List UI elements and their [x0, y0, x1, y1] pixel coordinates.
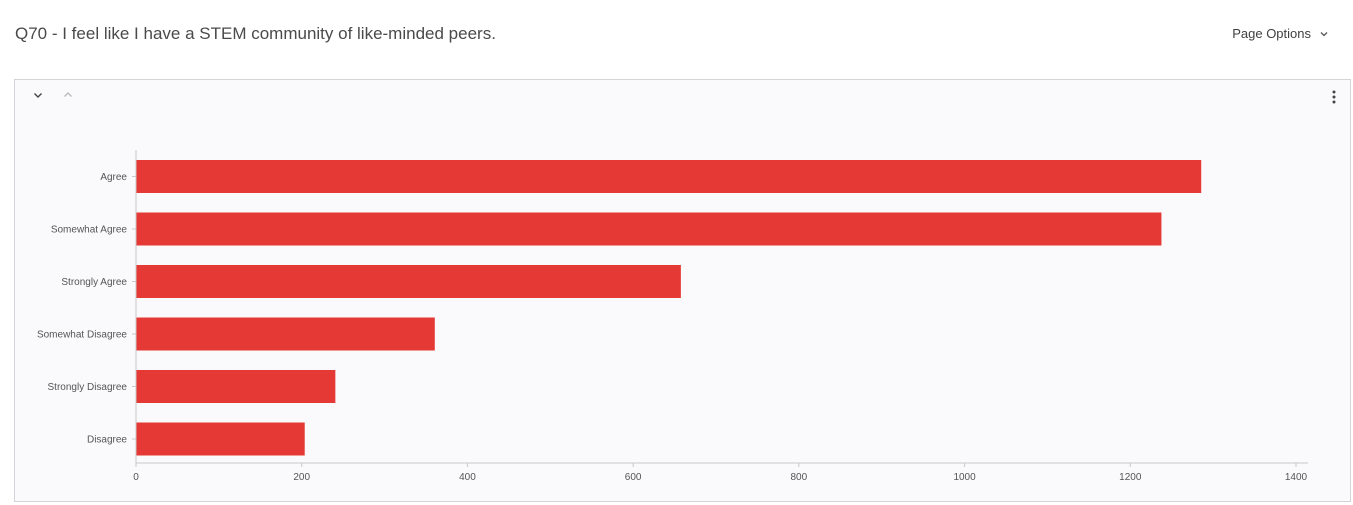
chart-card: Agree Somewhat Agree Strongly Agree Somewha…: [14, 79, 1351, 502]
category-label: Somewhat Disagree: [37, 330, 127, 341]
x-tick-label: 800: [791, 472, 808, 483]
chevron-down-icon: [34, 93, 42, 98]
category-label: Disagree: [87, 435, 127, 446]
x-tick-label: 400: [459, 472, 476, 483]
expand-button[interactable]: [61, 88, 75, 102]
category-label: Strongly Disagree: [48, 382, 128, 393]
x-tick-label: 200: [293, 472, 310, 483]
page-header: Q70 - I feel like I have a STEM communit…: [0, 0, 1353, 70]
x-tick-label: 0: [133, 472, 139, 483]
bar: [136, 265, 681, 298]
bar: [136, 160, 1202, 193]
bar-chart: Agree Somewhat Agree Strongly Agree Somewha…: [37, 150, 1308, 483]
category-label: Somewhat Agree: [51, 225, 128, 236]
page-options-label: Page Options: [1232, 26, 1311, 41]
category-label: Agree: [100, 172, 127, 183]
collapse-button[interactable]: [31, 88, 45, 102]
category-label: Strongly Agree: [61, 277, 127, 288]
bar: [136, 212, 1162, 246]
x-tick-label: 1200: [1119, 472, 1142, 483]
bar: [136, 317, 435, 351]
x-tick-label: 1400: [1285, 472, 1308, 483]
chevron-down-icon: [1320, 31, 1328, 36]
x-tick-label: 1000: [953, 472, 976, 483]
kebab-menu-icon: [1332, 90, 1336, 104]
bar: [136, 370, 336, 403]
bar: [136, 422, 305, 456]
card-controls: [31, 88, 75, 102]
x-tick-label: 600: [625, 472, 642, 483]
more-options-button[interactable]: [1328, 88, 1340, 106]
page-options-button[interactable]: Page Options: [1232, 26, 1329, 41]
page-title: Q70 - I feel like I have a STEM communit…: [15, 24, 496, 43]
chevron-up-icon: [64, 92, 72, 97]
